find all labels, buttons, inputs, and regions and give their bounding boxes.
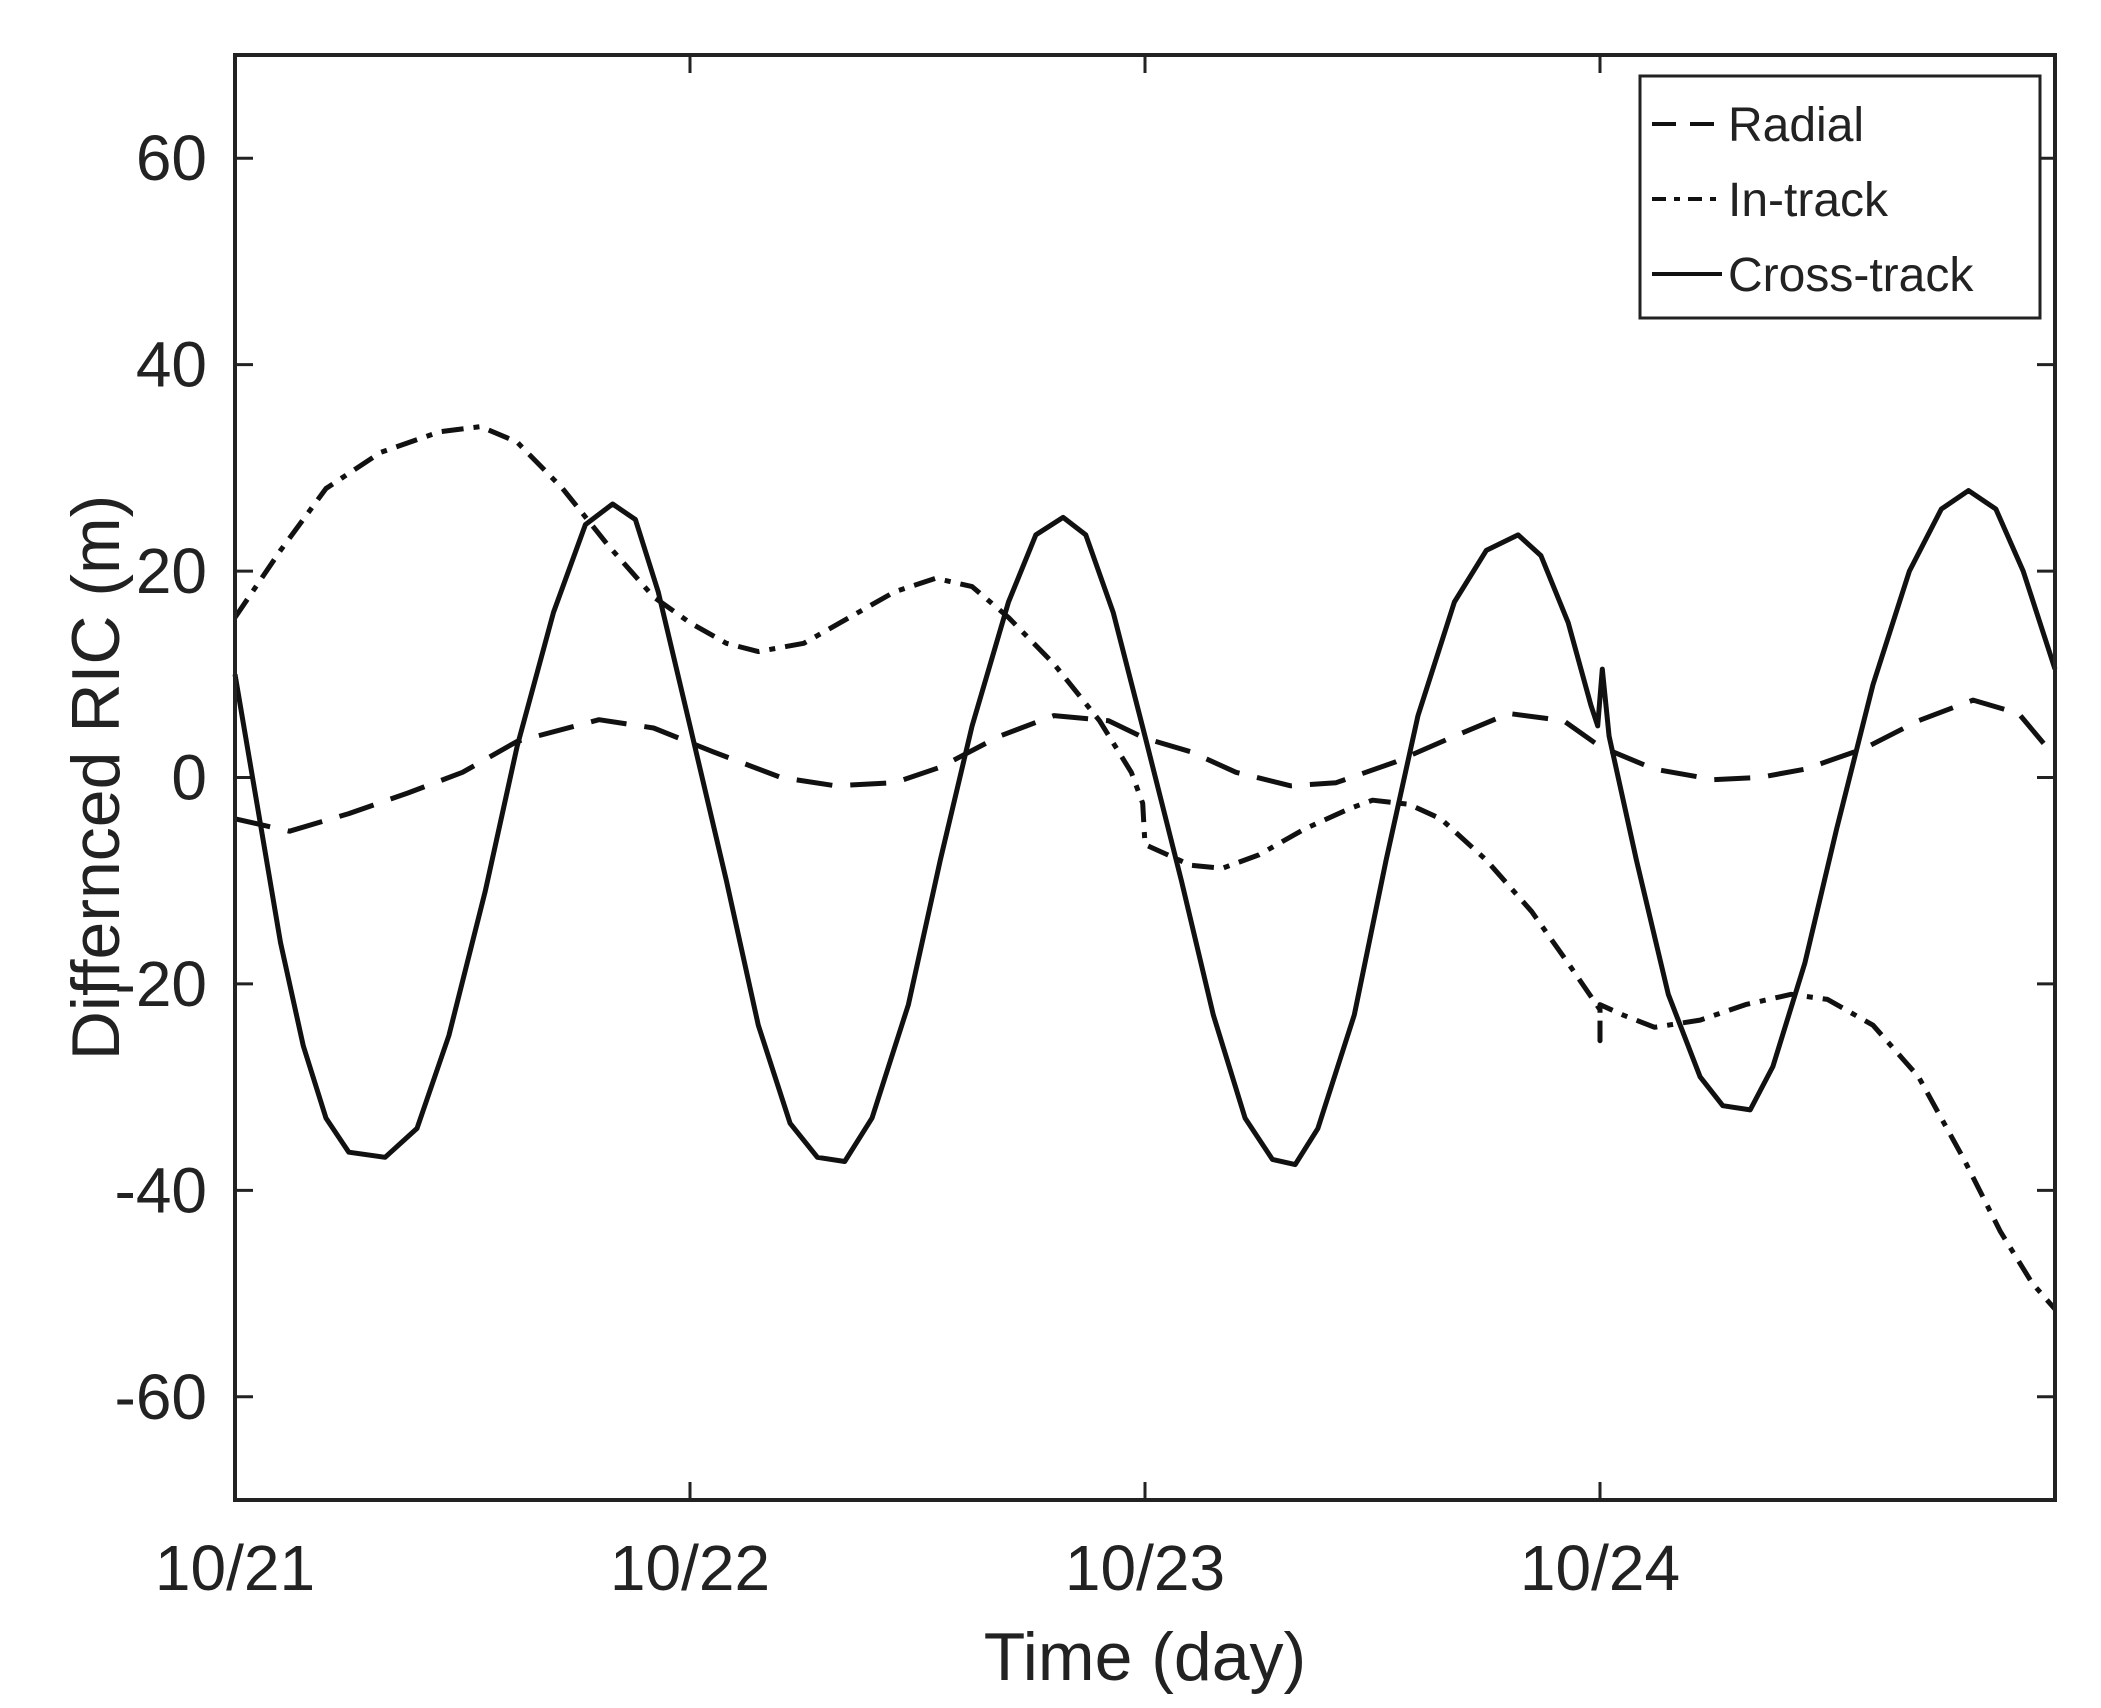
series-line-cross-track bbox=[232, 488, 2058, 1168]
series-layer bbox=[232, 424, 2058, 1311]
plot-frame bbox=[233, 53, 2057, 1502]
legend: Radial In-track Cross-track bbox=[1638, 74, 2042, 320]
legend-box bbox=[1638, 74, 2042, 320]
legend-label-cross-track: Cross-track bbox=[1728, 249, 1974, 302]
legend-label-in-track: In-track bbox=[1728, 174, 1889, 227]
legend-label-radial: Radial bbox=[1728, 99, 1864, 152]
y-tick-label: -40 bbox=[115, 1154, 208, 1226]
y-tick-label: 60 bbox=[136, 122, 207, 194]
x-tick-label: 10/22 bbox=[610, 1532, 770, 1604]
axis-ticks bbox=[233, 55, 2055, 1500]
y-tick-label: -20 bbox=[115, 948, 208, 1020]
x-tick-label: 10/24 bbox=[1520, 1532, 1680, 1604]
y-axis-label: Differnced RIC (m) bbox=[58, 495, 134, 1061]
y-tick-label: 40 bbox=[136, 329, 207, 401]
y-tick-label: 20 bbox=[136, 535, 207, 607]
x-axis-label: Time (day) bbox=[984, 1619, 1306, 1695]
y-tick-label: 0 bbox=[171, 742, 207, 814]
tick-labels: 60 40 20 0 -20 -40 -60 10/21 10/22 10/23 10/24 bbox=[115, 122, 1681, 1604]
series-line-radial bbox=[234, 697, 2057, 834]
x-tick-label: 10/21 bbox=[155, 1532, 315, 1604]
y-tick-label: -60 bbox=[115, 1361, 208, 1433]
x-tick-label: 10/23 bbox=[1065, 1532, 1225, 1604]
series-line-in-track bbox=[232, 424, 2057, 1311]
